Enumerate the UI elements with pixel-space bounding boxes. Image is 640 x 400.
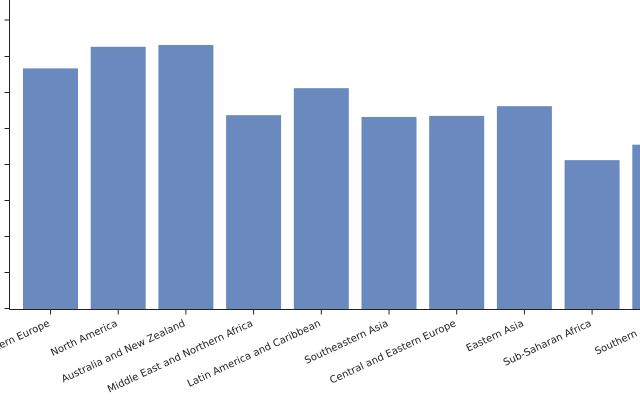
x-tick-label-0: Western Europe <box>0 318 52 362</box>
bar-0 <box>23 68 78 310</box>
x-tick-label-9: Southern Asia <box>593 318 640 357</box>
bar-9 <box>632 144 640 310</box>
x-tick-label-6: Central and Eastern Europe <box>328 318 458 386</box>
bar-8 <box>564 160 620 310</box>
x-tick-label-2: Australia and New Zealand <box>60 318 187 385</box>
bar-4 <box>293 88 349 310</box>
bar-5 <box>361 116 417 310</box>
x-tick-label-7: Eastern Asia <box>465 318 526 354</box>
bar-6 <box>429 115 485 310</box>
y-axis <box>4 0 10 310</box>
bars-group <box>23 44 640 310</box>
x-tick-label-4: Latin America and Caribbean <box>186 318 323 390</box>
bar-7 <box>496 106 552 310</box>
bar-3 <box>226 115 282 310</box>
bar-1 <box>90 46 146 310</box>
bar-2 <box>158 44 214 310</box>
